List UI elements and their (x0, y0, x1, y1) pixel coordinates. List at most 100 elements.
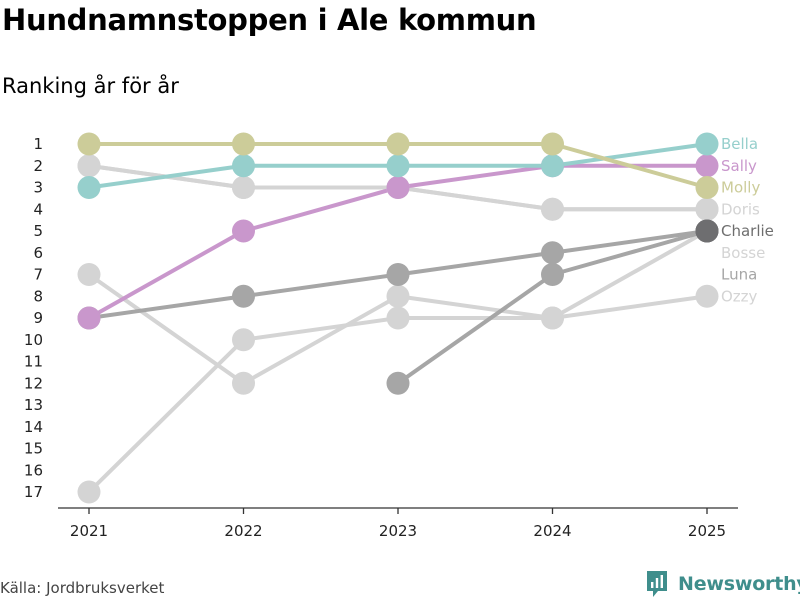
series-segment-sally-6 (87, 229, 246, 320)
source-note: Källa: Jordbruksverket (0, 579, 165, 597)
data-point-doris-3 (695, 197, 719, 221)
series-segment-charlie-4 (87, 294, 246, 320)
end-labels: Bella Sally Molly Doris Charlie Bosse Luna Ozzy (721, 135, 774, 305)
y-tick-label-15: 15 (24, 440, 43, 458)
series-segment-charlie-4 (550, 229, 709, 255)
series-segment-ozzy-0 (550, 294, 709, 320)
y-tick-label-3: 3 (33, 179, 43, 197)
y-tick-label-1: 1 (33, 135, 43, 153)
series-segment-luna-1 (87, 272, 246, 386)
data-point-ozzy-0 (232, 328, 255, 352)
y-tick-label-7: 7 (33, 266, 43, 284)
y-tick-label-17: 17 (24, 483, 43, 501)
end-label-bosse: Bosse (721, 244, 765, 262)
end-label-ozzy: Ozzy (721, 287, 758, 305)
series-line-unnamed-5 (396, 229, 709, 386)
series-segment-luna-1 (550, 229, 709, 320)
data-point-ozzy-0 (386, 306, 410, 330)
y-tick-label-10: 10 (24, 331, 43, 349)
x-tick-label-2021: 2021 (70, 522, 108, 540)
series-segment-charlie-4 (241, 272, 400, 299)
end-label-charlie: Charlie (721, 222, 774, 240)
data-point-unnamed-5 (541, 263, 564, 286)
series-segment-sally-6 (396, 163, 555, 190)
data-point-sally-6 (695, 154, 719, 178)
data-point-luna-1 (232, 371, 255, 395)
y-tick-label-9: 9 (33, 309, 43, 327)
series-segment-ozzy-0 (241, 316, 400, 342)
series-segment-bella-7 (550, 142, 709, 168)
data-point-bella-7 (232, 154, 255, 178)
series-lines (87, 142, 709, 494)
data-point-sally-6 (77, 306, 101, 330)
series-segment-bella-7 (87, 163, 246, 190)
data-point-molly-8 (386, 132, 410, 156)
data-point-molly-8 (541, 132, 564, 156)
data-point-ozzy-0 (77, 480, 101, 504)
newsworthy-logo-icon (647, 571, 667, 597)
x-tick-label-2024: 2024 (533, 522, 571, 540)
data-point-sally-6 (232, 219, 255, 243)
data-point-unnamed-5 (695, 219, 719, 243)
end-label-luna: Luna (721, 266, 757, 284)
y-tick-label-13: 13 (24, 396, 43, 414)
y-tick-label-2: 2 (33, 157, 43, 175)
series-segment-doris-3 (396, 185, 555, 212)
data-point-luna-1 (386, 284, 410, 308)
data-point-molly-8 (77, 132, 101, 156)
data-point-molly-8 (695, 176, 719, 199)
y-tick-label-8: 8 (33, 287, 43, 305)
series-segment-luna-1 (241, 294, 400, 386)
series-segment-unnamed-5 (550, 229, 709, 277)
data-point-luna-1 (541, 306, 564, 330)
y-tick-label-16: 16 (24, 461, 43, 479)
x-tick-label-2023: 2023 (379, 522, 417, 540)
series-points-molly-8 (77, 132, 719, 199)
axes: 2021 2022 2023 2024 202512345678910111213141… (24, 135, 738, 540)
y-tick-label-12: 12 (24, 374, 43, 392)
data-point-sally-6 (386, 176, 410, 199)
data-point-bella-7 (77, 176, 101, 199)
y-tick-label-14: 14 (24, 418, 43, 436)
end-label-bella: Bella (721, 135, 758, 153)
series-line-charlie-4 (87, 229, 709, 320)
data-point-luna-1 (77, 263, 101, 286)
series-segment-sally-6 (241, 185, 400, 233)
chart-title: Hundnamnstoppen i Ale kommun (2, 3, 537, 37)
data-point-bella-7 (386, 154, 410, 178)
series-line-bella-7 (87, 142, 709, 190)
end-label-doris: Doris (721, 200, 760, 218)
series-segment-luna-1 (396, 294, 555, 320)
chart-subtitle: Ranking år för år (2, 74, 179, 98)
data-point-ozzy-0 (695, 284, 719, 308)
data-point-doris-3 (77, 154, 101, 178)
series-line-luna-1 (87, 229, 709, 386)
data-point-unnamed-5 (386, 371, 410, 395)
y-tick-label-6: 6 (33, 244, 43, 262)
data-point-bella-7 (695, 132, 719, 156)
end-label-sally: Sally (721, 157, 757, 175)
data-point-doris-3 (541, 197, 564, 221)
series-segment-unnamed-5 (396, 272, 555, 386)
series-points-unnamed-5 (386, 219, 719, 395)
series-segment-molly-8 (550, 142, 709, 190)
data-point-charlie-4 (232, 284, 255, 308)
newsworthy-logo: Newsworthy (645, 569, 800, 599)
end-label-molly: Molly (721, 179, 760, 197)
data-point-doris-3 (232, 176, 255, 199)
x-tick-label-2022: 2022 (224, 522, 262, 540)
y-tick-label-11: 11 (24, 353, 43, 371)
series-segment-charlie-4 (396, 250, 555, 277)
x-tick-label-2025: 2025 (688, 522, 726, 540)
series-line-molly-8 (87, 142, 709, 190)
y-tick-label-4: 4 (33, 200, 43, 218)
data-point-charlie-4 (386, 263, 410, 286)
data-point-bella-7 (541, 154, 564, 178)
y-tick-label-5: 5 (33, 222, 43, 240)
data-point-charlie-4 (541, 241, 564, 265)
series-points (77, 132, 719, 504)
newsworthy-logo-text: Newsworthy (678, 573, 800, 595)
series-points-bella-7 (77, 132, 719, 199)
series-segment-ozzy-0 (87, 337, 246, 494)
